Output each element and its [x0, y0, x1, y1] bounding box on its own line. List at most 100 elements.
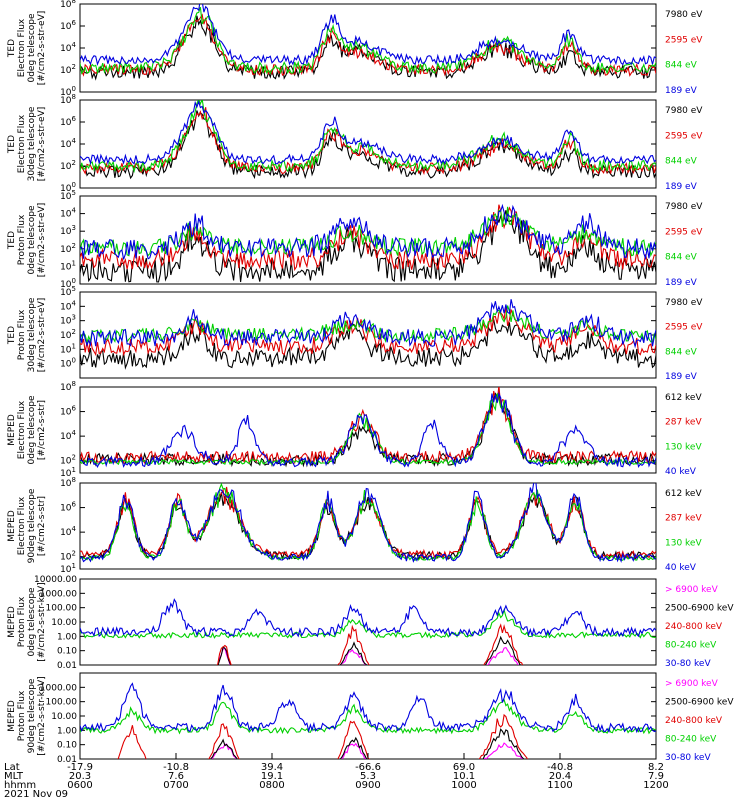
legend-label: 80-240 keV — [665, 735, 717, 745]
y-axis-label: 30deg telescope — [27, 106, 37, 181]
y-axis-label: 0deg telescope — [27, 587, 37, 657]
legend-label: 40 keV — [665, 563, 697, 573]
series-line — [217, 635, 523, 665]
y-axis-label: 30deg telescope — [27, 297, 37, 372]
legend-label: 189 eV — [665, 182, 698, 192]
panel-series-group — [80, 299, 656, 370]
legend-label: 240-800 keV — [665, 716, 723, 726]
series-line — [80, 608, 656, 639]
y-tick-label: 101 — [60, 259, 76, 272]
panel-frame — [79, 386, 657, 474]
panel-series-group — [80, 100, 656, 180]
y-axis-label: TED — [7, 326, 17, 345]
series-line — [80, 598, 656, 638]
series-line — [80, 100, 656, 174]
y-tick-label: 103 — [60, 224, 76, 237]
y-axis-label: [#/cm2-s-str-keV] — [37, 582, 47, 661]
y-tick-label: 108 — [60, 476, 76, 489]
legend-label: 612 keV — [665, 489, 702, 499]
y-axis-label: 90deg telescope — [27, 678, 37, 753]
y-tick-label: 106 — [60, 405, 76, 418]
y-axis-label: [#/cm2-s-str] — [37, 400, 47, 460]
x-tick-label: 1200 — [643, 780, 668, 791]
y-tick-label: 105 — [60, 285, 76, 298]
y-axis-label: MEPED — [7, 700, 17, 732]
series-line — [80, 483, 656, 561]
y-tick-label: 102 — [60, 328, 76, 341]
legend-label: 2500-6900 keV — [665, 698, 734, 708]
y-tick-label: 10000.00 — [34, 575, 77, 585]
panel-frame — [79, 482, 657, 570]
x-tick-label: -66.6 — [355, 762, 381, 773]
x-tick-label: 39.4 — [261, 762, 283, 773]
y-axis-label: Proton Flux — [17, 596, 27, 647]
y-tick-label: 104 — [60, 41, 76, 54]
series-line — [209, 728, 525, 759]
y-tick-label: 106 — [60, 501, 76, 514]
y-axis-label: MEPED — [7, 414, 17, 446]
y-tick-label: 108 — [60, 93, 76, 106]
y-axis-label: 0deg telescope — [27, 205, 37, 275]
panel-series-group — [80, 483, 656, 564]
y-axis-label: Electron Flux — [17, 18, 27, 77]
legend-label: 30-80 keV — [665, 753, 711, 763]
y-tick-label: 101 — [60, 562, 76, 575]
y-axis-label: Proton Flux — [17, 214, 27, 265]
series-line — [80, 203, 656, 261]
y-tick-label: 10.00 — [51, 618, 77, 628]
series-line — [80, 682, 656, 734]
y-tick-label: 100.00 — [46, 604, 78, 614]
series-line — [80, 319, 656, 370]
y-tick-label: 1000.00 — [40, 589, 77, 599]
y-axis-label: Proton Flux — [17, 690, 27, 741]
x-tick-label: -10.8 — [163, 762, 189, 773]
y-tick-label: 102 — [60, 550, 76, 563]
y-tick-label: 102 — [60, 63, 76, 76]
x-tick-label: 0600 — [67, 780, 92, 791]
series-line — [80, 13, 656, 77]
y-tick-label: 101 — [60, 466, 76, 479]
legend-label: 612 keV — [665, 393, 702, 403]
x-tick-label: 0700 — [163, 780, 188, 791]
y-axis-label: [#/cm2-s-str-eV] — [37, 11, 47, 86]
panel-frame — [79, 195, 657, 285]
y-axis-label: MEPED — [7, 510, 17, 542]
y-axis-label: TED — [7, 231, 17, 250]
legend-label: 7980 eV — [665, 202, 703, 212]
y-tick-label: 108 — [60, 380, 76, 393]
y-tick-label: 100 — [60, 181, 76, 194]
y-axis-label: [#/cm2-s-str-eV] — [37, 203, 47, 278]
y-tick-label: 104 — [60, 207, 76, 220]
legend-label: 30-80 keV — [665, 659, 711, 669]
y-tick-label: 100 — [60, 357, 76, 370]
y-axis-label: [#/cm2-s-str-eV] — [37, 298, 47, 373]
y-tick-label: 102 — [60, 454, 76, 467]
y-tick-label: 100 — [60, 85, 76, 98]
panel-series-group — [80, 387, 656, 469]
x-tick-label: 19.1 — [261, 771, 283, 782]
y-tick-label: 1000.00 — [40, 683, 77, 693]
y-axis-label: TED — [7, 39, 17, 58]
legend-label: 2595 eV — [665, 227, 703, 237]
x-tick-label: 69.0 — [453, 762, 475, 773]
legend-label: 240-800 keV — [665, 622, 723, 632]
legend-label: 7980 eV — [665, 10, 703, 20]
series-line — [80, 15, 656, 81]
x-tick-label: 0900 — [355, 780, 380, 791]
y-axis-label: Proton Flux — [17, 309, 27, 360]
legend-label: 287 keV — [665, 418, 702, 428]
y-axis-label: 0deg telescope — [27, 13, 37, 83]
y-tick-label: 0.10 — [57, 647, 77, 657]
series-line — [80, 4, 656, 67]
y-axis-label: [#/cm2-s-str-eV] — [37, 107, 47, 182]
x-row-label: Lat — [4, 762, 20, 773]
y-tick-label: 104 — [60, 525, 76, 538]
y-tick-label: 106 — [60, 115, 76, 128]
legend-label: 189 eV — [665, 278, 698, 288]
x-tick-label: 10.1 — [453, 771, 475, 782]
legend-label: 844 eV — [665, 347, 698, 357]
y-axis-label: 90deg telescope — [27, 488, 37, 563]
series-line — [80, 210, 656, 283]
y-tick-label: 101 — [60, 342, 76, 355]
x-tick-label: 20.4 — [549, 771, 571, 782]
